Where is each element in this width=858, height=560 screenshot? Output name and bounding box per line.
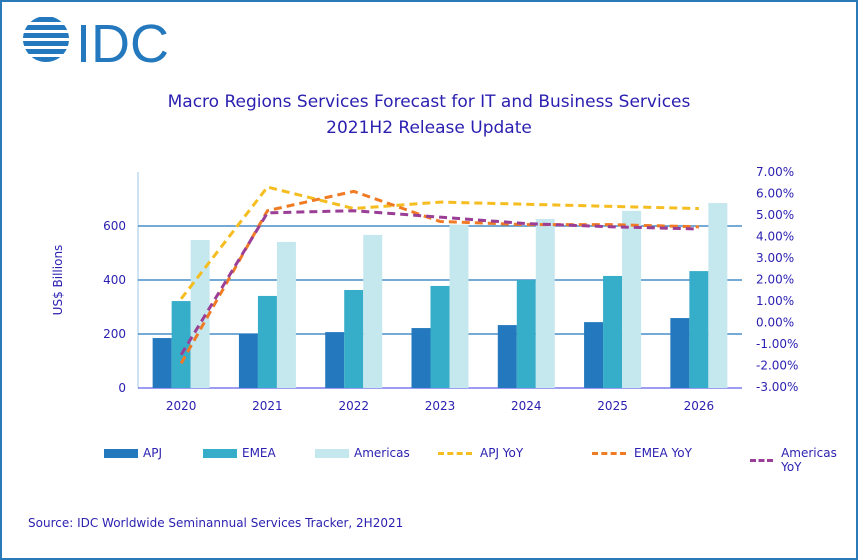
bar-americas	[190, 240, 210, 388]
bar-americas	[708, 203, 728, 388]
bar-emea	[344, 289, 364, 388]
x-tick-label: 2022	[338, 399, 369, 413]
bar-apj	[670, 318, 690, 388]
y-axis-title: US$ Billions	[51, 245, 65, 316]
legend-apj-yoy: APJ YoY	[438, 446, 523, 460]
bar-emea	[689, 271, 709, 388]
y2-tick-label: 3.00%	[756, 251, 794, 265]
legend-emea-yoy: EMEA YoY	[592, 446, 692, 460]
bar-americas	[276, 241, 296, 388]
y2-tick-label: 6.00%	[756, 187, 794, 201]
y2-tick-label: 5.00%	[756, 208, 794, 222]
legend-americas-yoy: Americas YoY	[750, 446, 858, 474]
bar-apj	[152, 338, 172, 388]
bar-americas	[449, 224, 469, 388]
bar-apj	[238, 334, 258, 388]
legend-swatch	[315, 448, 349, 458]
legend: APJ EMEA Americas APJ YoY EMEA YoY Ameri…	[0, 446, 858, 474]
bar-americas	[363, 234, 383, 388]
bar-apj	[497, 325, 517, 388]
chart-title-line1: Macro Regions Services Forecast for IT a…	[167, 92, 691, 112]
logo-text: IDC	[76, 14, 169, 74]
bar-emea	[516, 280, 536, 388]
y2-tick-label: 1.00%	[756, 294, 794, 308]
y2-tick-label: 2.00%	[756, 273, 794, 287]
y-tick-label: 200	[103, 327, 126, 341]
bar-apj	[584, 322, 604, 388]
bar-americas	[622, 210, 642, 388]
bar-emea	[430, 285, 450, 388]
x-tick-label: 2023	[425, 399, 456, 413]
y-tick-label: 0	[118, 381, 126, 395]
bar-emea	[257, 295, 277, 388]
legend-swatch	[438, 451, 472, 455]
y2-tick-label: 4.00%	[756, 230, 794, 244]
y2-tick-label: -2.00%	[756, 359, 798, 373]
y-tick-label: 600	[103, 219, 126, 233]
x-tick-label: 2024	[511, 399, 542, 413]
legend-swatch	[203, 448, 237, 458]
chart-title-line2: 2021H2 Release Update	[326, 118, 532, 138]
line-americas-yoy	[179, 209, 699, 356]
bar-apj	[325, 332, 345, 388]
line-emea-yoy	[179, 189, 699, 365]
y2-tick-label: 7.00%	[756, 165, 794, 179]
bar-americas	[535, 218, 555, 388]
x-tick-label: 2020	[166, 399, 197, 413]
legend-americas: Americas	[315, 446, 410, 460]
y2-tick-label: -3.00%	[756, 380, 798, 394]
legend-swatch	[592, 451, 626, 455]
x-tick-label: 2021	[252, 399, 283, 413]
bar-emea	[603, 275, 623, 388]
legend-apj: APJ	[104, 446, 162, 460]
legend-emea: EMEA	[203, 446, 276, 460]
y2-tick-label: -1.00%	[756, 337, 798, 351]
y2-tick-label: 0.00%	[756, 316, 794, 330]
x-tick-label: 2026	[684, 399, 715, 413]
idc-logo: IDC	[23, 14, 169, 74]
legend-swatch	[104, 448, 138, 458]
source-note: Source: IDC Worldwide Seminannual Servic…	[28, 516, 404, 530]
legend-swatch	[750, 458, 774, 462]
line-apj-yoy	[179, 185, 699, 300]
x-tick-label: 2025	[597, 399, 628, 413]
y-tick-label: 400	[103, 273, 126, 287]
bar-apj	[411, 328, 431, 388]
bar-emea	[171, 301, 191, 388]
